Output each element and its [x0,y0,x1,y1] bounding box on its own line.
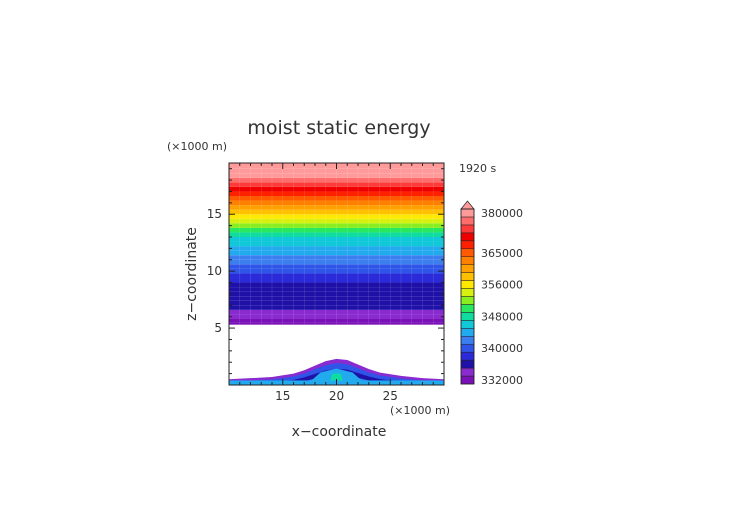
colorbar-swatch [460,343,475,353]
energy-band [229,200,444,206]
colorbar-label: 380000 [481,207,523,220]
x-tick-label: 15 [275,389,290,403]
colorbar-label: 340000 [481,342,523,355]
energy-band [229,177,444,183]
colorbar-swatch [460,224,475,234]
energy-band [229,318,444,323]
energy-band [229,214,444,219]
energy-band [229,291,444,297]
energy-band [229,168,444,174]
colorbar: 332000 340000 348000 356000 365000 380000 [460,200,523,387]
y-axis: 5 10 15 [207,168,444,375]
energy-band [229,300,444,306]
energy-band [229,264,444,269]
colorbar-label: 348000 [481,310,523,323]
x-axis: 15 20 25 [239,163,434,403]
colorbar-label: 356000 [481,279,523,292]
colorbar-swatch [460,351,475,361]
x-axis-label: x−coordinate [292,424,387,440]
y-unit-label: (×1000 m) [167,140,227,153]
energy-band [229,227,444,233]
y-tick-label: 15 [207,207,222,221]
colorbar-swatch [460,312,475,321]
energy-band [229,268,444,274]
energy-band [229,246,444,251]
energy-band [229,205,444,210]
colorbar-swatch [460,375,475,385]
colorbar-swatch [460,367,475,377]
x-unit-label: (×1000 m) [390,404,450,417]
energy-band [229,322,444,325]
colorbar-swatch [460,208,475,218]
energy-band [229,309,444,315]
y-tick-label: 5 [214,321,222,335]
colorbar-swatch [460,328,475,337]
x-tick-label: 20 [329,389,344,403]
colorbar-swatch [460,216,475,226]
energy-band [229,196,444,201]
colorbar-swatch [460,256,475,265]
energy-band [229,287,444,292]
energy-band [229,223,444,228]
energy-band [229,241,444,247]
energy-band [229,191,444,197]
energy-band [229,259,444,265]
energy-band [229,182,444,187]
energy-band [229,296,444,301]
colorbar-swatch [460,272,475,281]
colorbar-swatch [460,296,475,305]
colorbar-label: 332000 [481,374,523,387]
colorbar-label: 365000 [481,247,523,260]
energy-band [229,305,444,310]
colorbar-swatch [460,320,475,329]
energy-band [229,237,444,242]
energy-band [229,218,444,224]
chart-title: moist static energy [247,117,430,139]
colorbar-swatch [460,288,475,297]
colorbar-swatch [460,232,475,242]
colorbar-frame [460,208,475,385]
colorbar-swatch [460,304,475,313]
energy-field [229,163,444,325]
energy-band [229,282,444,288]
energy-band [229,186,444,192]
time-label: 1920 s [459,162,496,175]
energy-band [229,277,444,283]
energy-band [229,273,444,278]
energy-band [229,250,444,256]
colorbar-swatch [460,359,475,369]
colorbar-swatch [460,336,475,345]
colorbar-swatch [460,280,475,289]
colorbar-swatch [460,248,475,257]
energy-band [229,255,444,260]
x-tick-label: 25 [383,389,398,403]
energy-band [229,209,444,215]
y-axis-label: z−coordinate [184,227,200,321]
colorbar-swatch [460,240,475,250]
colorbar-extend-arrow [460,200,475,210]
energy-band [229,314,444,319]
y-tick-label: 10 [207,264,222,278]
energy-band [229,173,444,178]
colorbar-swatch [460,264,475,273]
energy-band [229,232,444,237]
